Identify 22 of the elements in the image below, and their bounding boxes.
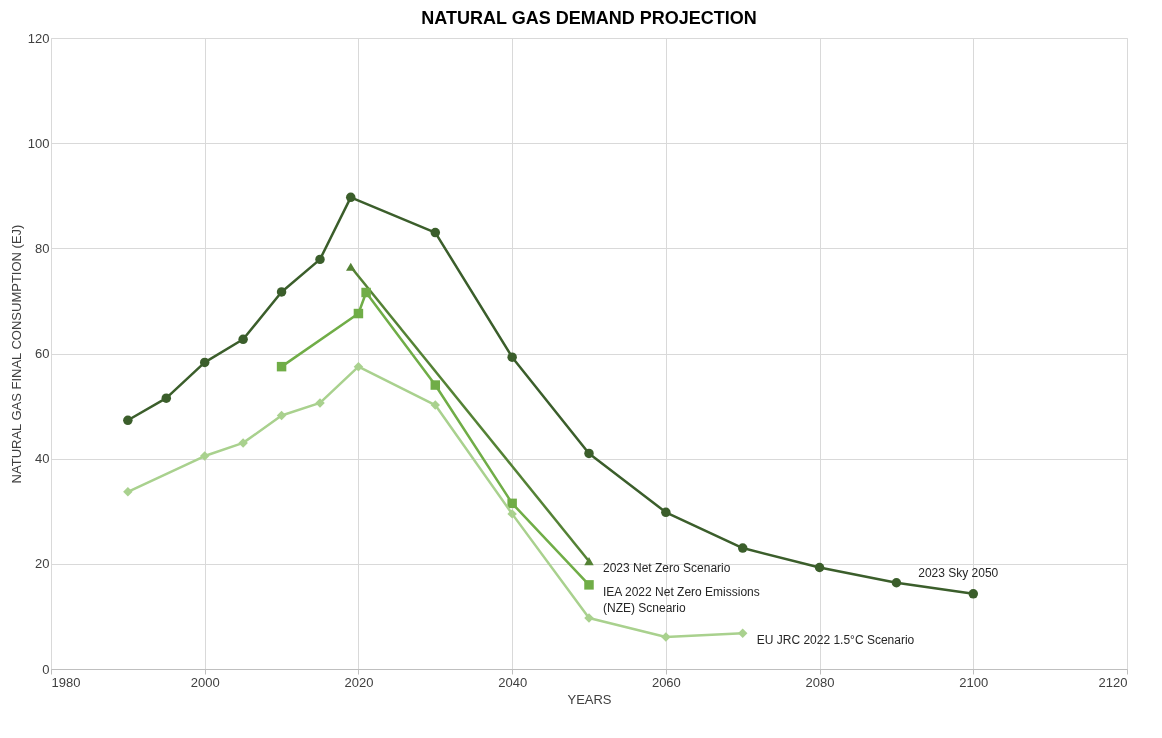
x-tick-label: 2120 [1098, 674, 1128, 690]
series-label: 2023 Net Zero Scenario [603, 561, 731, 576]
x-tick-label: 2040 [498, 674, 528, 690]
chart-title: NATURAL GAS DEMAND PROJECTION [421, 8, 757, 28]
y-tick-label: 40 [35, 451, 50, 467]
x-tick-label: 2000 [190, 674, 220, 690]
x-tick-label: 2060 [651, 674, 681, 690]
x-tick-label: 2100 [959, 674, 989, 690]
y-tick-label: 120 [27, 30, 50, 46]
x-tick-label: 2080 [805, 674, 835, 690]
y-tick-label: 80 [35, 240, 50, 256]
y-tick-label: 0 [42, 661, 50, 677]
y-tick-label: 100 [27, 135, 50, 151]
y-axis-title: NATURAL GAS FINAL CONSUMPTION (EJ) [8, 224, 24, 484]
x-axis-title: YEARS [567, 691, 612, 707]
y-tick-label: 20 [35, 556, 50, 572]
y-tick-label: 60 [35, 346, 50, 361]
series-label: 2023 Sky 2050 [918, 565, 999, 580]
x-tick-label: 2020 [344, 674, 374, 690]
x-tick-label: 1980 [51, 674, 81, 690]
series-label: IEA 2022 Net Zero Emissions (NZE) Scneario [603, 584, 760, 615]
series-label: EU JRC 2022 1.5°C Scenario [756, 633, 915, 648]
